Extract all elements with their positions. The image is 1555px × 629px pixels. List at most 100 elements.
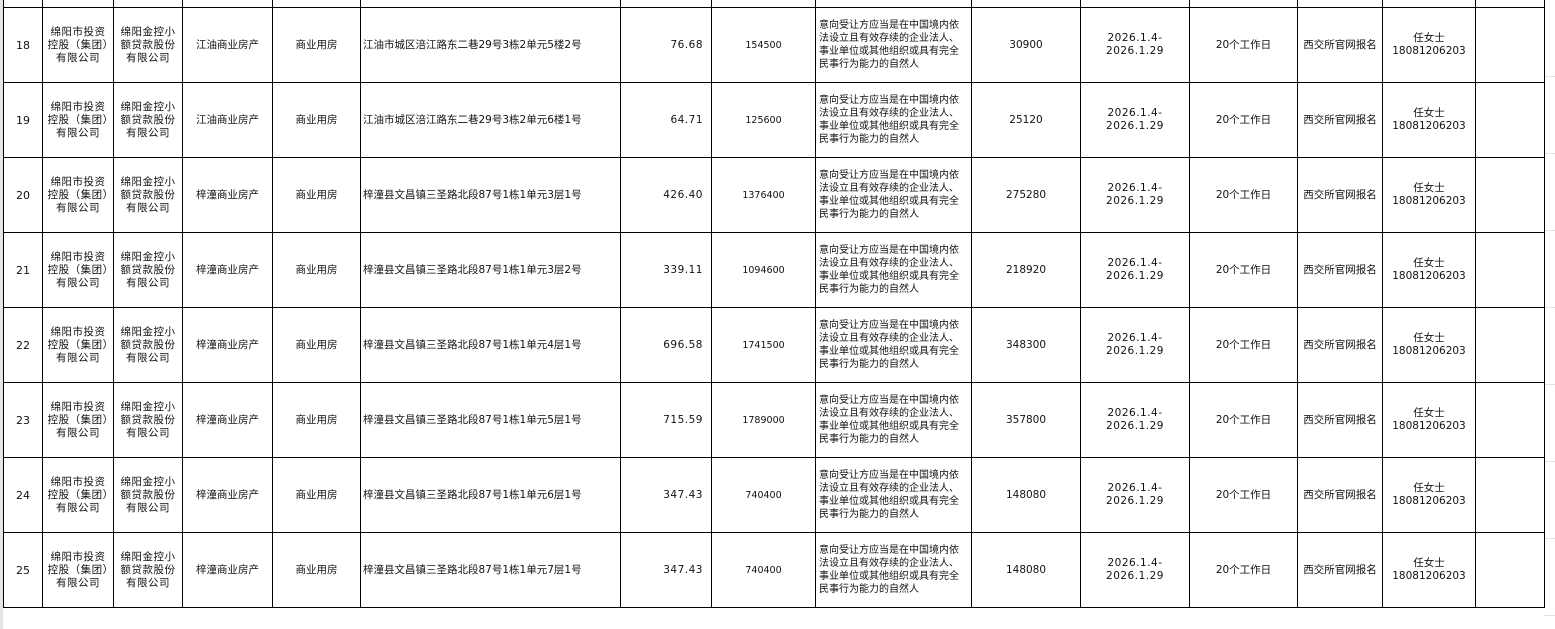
contact-cell[interactable]: 任女士 18081206203 [1382,157,1476,233]
deposit-cell[interactable]: 30900 [971,7,1081,83]
transferor-cell[interactable]: 绵阳市投资控股（集团）有限公司 [42,382,114,458]
price-cell[interactable]: 1376400 [711,157,816,233]
period-cell[interactable] [1080,0,1190,8]
duration-cell[interactable]: 20个工作日 [1189,457,1298,533]
project-cell[interactable]: 梓潼商业房产 [182,382,273,458]
period-cell[interactable]: 2026.1.4-2026.1.29 [1080,457,1190,533]
usage-cell[interactable]: 商业用房 [272,157,361,233]
deposit-cell[interactable]: 357800 [971,382,1081,458]
period-cell[interactable]: 2026.1.4-2026.1.29 [1080,307,1190,383]
requirement-cell[interactable]: 意向受让方应当是在中国境内依法设立且有效存续的企业法人、事业单位或其他组织或具有… [815,232,972,308]
area-cell[interactable]: 347.43 [620,457,712,533]
usage-cell[interactable] [272,0,361,8]
period-cell[interactable]: 2026.1.4-2026.1.29 [1080,232,1190,308]
requirement-cell[interactable] [815,0,972,8]
row-number[interactable]: 21 [3,232,43,308]
contact-cell[interactable]: 任女士 18081206203 [1382,7,1476,83]
contact-cell[interactable]: 任女士 18081206203 [1382,382,1476,458]
usage-cell[interactable]: 商业用房 [272,7,361,83]
address-cell[interactable] [360,0,621,8]
period-cell[interactable]: 2026.1.4-2026.1.29 [1080,82,1190,158]
company-cell[interactable]: 绵阳金控小额贷款股份有限公司 [113,457,183,533]
contact-cell[interactable]: 任女士 18081206203 [1382,82,1476,158]
address-cell[interactable]: 梓潼县文昌镇三圣路北段87号1栋1单元3层2号 [360,232,621,308]
company-cell[interactable]: 绵阳金控小额贷款股份有限公司 [113,82,183,158]
duration-cell[interactable]: 20个工作日 [1189,382,1298,458]
contact-cell[interactable]: 任女士 18081206203 [1382,457,1476,533]
usage-cell[interactable]: 商业用房 [272,307,361,383]
period-cell[interactable]: 2026.1.4-2026.1.29 [1080,532,1190,608]
price-cell[interactable] [711,0,816,8]
area-cell[interactable]: 426.40 [620,157,712,233]
project-cell[interactable]: 梓潼商业房产 [182,457,273,533]
usage-cell[interactable]: 商业用房 [272,532,361,608]
deposit-cell[interactable]: 218920 [971,232,1081,308]
row-number[interactable]: 23 [3,382,43,458]
row-number[interactable]: 24 [3,457,43,533]
price-cell[interactable]: 1094600 [711,232,816,308]
area-cell[interactable]: 64.71 [620,82,712,158]
duration-cell[interactable]: 20个工作日 [1189,7,1298,83]
transferor-cell[interactable]: 绵阳市投资控股（集团）有限公司 [42,232,114,308]
deposit-cell[interactable] [971,0,1081,8]
contact-cell[interactable]: 任女士 18081206203 [1382,232,1476,308]
area-cell[interactable] [620,0,712,8]
transferor-cell[interactable]: 绵阳市投资控股（集团）有限公司 [42,307,114,383]
deposit-cell[interactable]: 148080 [971,532,1081,608]
requirement-cell[interactable]: 意向受让方应当是在中国境内依法设立且有效存续的企业法人、事业单位或其他组织或具有… [815,7,972,83]
area-cell[interactable]: 347.43 [620,532,712,608]
price-cell[interactable]: 740400 [711,532,816,608]
empty-cell[interactable] [1475,7,1545,83]
transferor-cell[interactable] [42,0,114,8]
address-cell[interactable]: 江油市城区涪江路东二巷29号3栋2单元6楼1号 [360,82,621,158]
transferor-cell[interactable]: 绵阳市投资控股（集团）有限公司 [42,532,114,608]
contact-cell[interactable] [1382,0,1476,8]
price-cell[interactable]: 1789000 [711,382,816,458]
requirement-cell[interactable]: 意向受让方应当是在中国境内依法设立且有效存续的企业法人、事业单位或其他组织或具有… [815,307,972,383]
signup-cell[interactable]: 西交所官网报名 [1297,82,1383,158]
duration-cell[interactable]: 20个工作日 [1189,82,1298,158]
deposit-cell[interactable]: 275280 [971,157,1081,233]
empty-cell[interactable] [1475,0,1545,8]
signup-cell[interactable]: 西交所官网报名 [1297,232,1383,308]
row-number[interactable]: 18 [3,7,43,83]
duration-cell[interactable]: 20个工作日 [1189,157,1298,233]
usage-cell[interactable]: 商业用房 [272,457,361,533]
empty-cell[interactable] [1475,532,1545,608]
deposit-cell[interactable]: 348300 [971,307,1081,383]
signup-cell[interactable]: 西交所官网报名 [1297,307,1383,383]
address-cell[interactable]: 梓潼县文昌镇三圣路北段87号1栋1单元4层1号 [360,307,621,383]
project-cell[interactable]: 梓潼商业房产 [182,532,273,608]
transferor-cell[interactable]: 绵阳市投资控股（集团）有限公司 [42,457,114,533]
deposit-cell[interactable]: 25120 [971,82,1081,158]
address-cell[interactable]: 梓潼县文昌镇三圣路北段87号1栋1单元6层1号 [360,457,621,533]
price-cell[interactable]: 125600 [711,82,816,158]
row-number[interactable]: 22 [3,307,43,383]
row-number[interactable]: 19 [3,82,43,158]
duration-cell[interactable] [1189,0,1298,8]
row-number[interactable] [3,0,43,8]
signup-cell[interactable]: 西交所官网报名 [1297,7,1383,83]
empty-cell[interactable] [1475,457,1545,533]
address-cell[interactable]: 梓潼县文昌镇三圣路北段87号1栋1单元5层1号 [360,382,621,458]
project-cell[interactable]: 梓潼商业房产 [182,232,273,308]
transferor-cell[interactable]: 绵阳市投资控股（集团）有限公司 [42,157,114,233]
area-cell[interactable]: 715.59 [620,382,712,458]
period-cell[interactable]: 2026.1.4-2026.1.29 [1080,382,1190,458]
contact-cell[interactable]: 任女士 18081206203 [1382,532,1476,608]
project-cell[interactable]: 梓潼商业房产 [182,157,273,233]
signup-cell[interactable] [1297,0,1383,8]
period-cell[interactable]: 2026.1.4-2026.1.29 [1080,157,1190,233]
company-cell[interactable]: 绵阳金控小额贷款股份有限公司 [113,7,183,83]
area-cell[interactable]: 339.11 [620,232,712,308]
row-number[interactable]: 20 [3,157,43,233]
requirement-cell[interactable]: 意向受让方应当是在中国境内依法设立且有效存续的企业法人、事业单位或其他组织或具有… [815,457,972,533]
duration-cell[interactable]: 20个工作日 [1189,532,1298,608]
requirement-cell[interactable]: 意向受让方应当是在中国境内依法设立且有效存续的企业法人、事业单位或其他组织或具有… [815,82,972,158]
empty-cell[interactable] [1475,157,1545,233]
project-cell[interactable]: 江油商业房产 [182,7,273,83]
company-cell[interactable]: 绵阳金控小额贷款股份有限公司 [113,232,183,308]
signup-cell[interactable]: 西交所官网报名 [1297,157,1383,233]
transferor-cell[interactable]: 绵阳市投资控股（集团）有限公司 [42,82,114,158]
duration-cell[interactable]: 20个工作日 [1189,307,1298,383]
